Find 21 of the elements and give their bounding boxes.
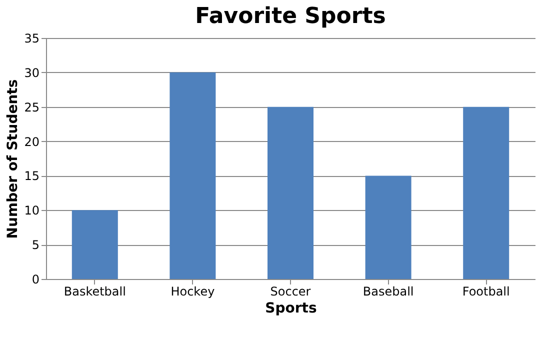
x-axis-title: Sports	[265, 300, 317, 316]
y-axis-title: Number of Students	[5, 79, 22, 239]
bar	[463, 106, 510, 279]
chart-title: Favorite Sports	[195, 4, 386, 29]
y-tick-label: 30	[24, 66, 40, 80]
x-tick-label: Hockey	[170, 284, 215, 298]
bar	[72, 210, 118, 279]
y-tick-label: 35	[24, 32, 40, 46]
y-tick-label: 15	[24, 169, 40, 184]
y-tick-label: 10	[24, 204, 40, 218]
y-tick-label: 5	[32, 238, 40, 252]
x-tick-label: Basketball	[64, 284, 126, 298]
x-tick-label: Baseball	[362, 284, 414, 298]
bar	[268, 106, 314, 279]
y-tick-label: 0	[32, 272, 40, 286]
y-tick-label: 20	[24, 134, 40, 149]
x-tick-label: Soccer	[270, 284, 311, 298]
x-tick-label: Football	[462, 284, 510, 298]
bar	[170, 72, 216, 279]
bar	[365, 176, 412, 279]
y-tick-label: 25	[24, 100, 40, 114]
